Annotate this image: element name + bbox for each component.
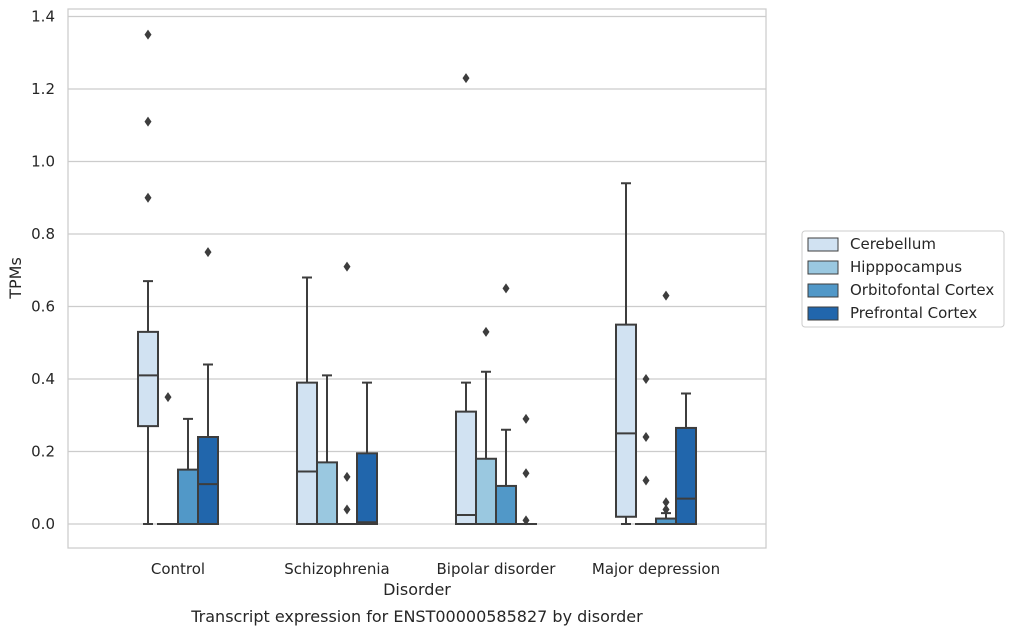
outlier-point <box>522 413 530 424</box>
box-1-3 <box>356 381 378 525</box>
outlier-point <box>662 497 670 508</box>
box-2-3 <box>515 413 537 526</box>
outlier-point <box>482 326 490 337</box>
legend-label: Cerebellum <box>850 235 936 253</box>
legend-label: Prefrontal Cortex <box>850 304 977 322</box>
outlier-point <box>343 261 351 272</box>
outlier-point <box>343 471 351 482</box>
legend-swatch <box>807 260 839 275</box>
legend-label: Hipppocampus <box>850 258 962 276</box>
y-tick-label: 1.2 <box>31 80 55 98</box>
box-body <box>177 468 199 525</box>
legend-label: Orbitofontal Cortex <box>850 281 994 299</box>
outlier-point <box>642 432 650 442</box>
grid-lines <box>68 15 766 525</box>
outlier-point <box>144 192 152 203</box>
outlier-point <box>662 290 670 301</box>
box-1-0 <box>296 276 318 525</box>
outlier-point <box>502 283 510 294</box>
boxes <box>137 29 697 526</box>
y-tick-label: 1.0 <box>31 153 55 171</box>
y-axis-ticks: 0.0 0.2 0.4 0.6 0.8 1.0 1.2 1.4 <box>31 8 55 534</box>
outlier-point <box>144 29 152 40</box>
y-tick-label: 0.0 <box>31 515 55 533</box>
legend-swatch <box>807 283 839 298</box>
legend: Cerebellum Hipppocampus Orbitofontal Corte… <box>801 230 1005 328</box>
box-3-1 <box>635 374 657 526</box>
box-0-3 <box>197 247 219 525</box>
x-tick-label: Control <box>151 560 205 578</box>
plot-frame <box>67 8 767 549</box>
outlier-point <box>522 468 530 479</box>
box-0-1 <box>157 392 179 526</box>
y-tick-label: 0.8 <box>31 225 55 243</box>
box-3-2 <box>655 290 677 525</box>
y-tick-label: 1.4 <box>31 8 55 26</box>
box-body <box>675 426 697 525</box>
box-1-2 <box>336 261 358 526</box>
box-body <box>615 323 637 518</box>
outlier-point <box>642 374 650 384</box>
box-body <box>356 452 378 525</box>
outlier-point <box>343 504 351 515</box>
outlier-point <box>522 515 530 526</box>
x-tick-label: Major depression <box>592 560 720 578</box>
y-tick-label: 0.4 <box>31 370 55 388</box>
box-body <box>197 436 219 525</box>
y-tick-label: 0.2 <box>31 443 55 461</box>
box-2-0 <box>455 73 477 525</box>
outlier-point <box>164 392 172 403</box>
box-0-0 <box>137 29 159 525</box>
x-tick-label: Bipolar disorder <box>437 560 557 578</box>
y-axis-title: TPMs <box>6 257 25 300</box>
outlier-point <box>662 504 670 515</box>
chart-title: Transcript expression for ENST0000058582… <box>190 607 643 626</box>
box-3-3 <box>675 392 697 525</box>
box-body <box>296 381 318 525</box>
outlier-point <box>204 247 212 258</box>
outlier-point <box>642 475 650 486</box>
x-axis-ticks: Control Schizophrenia Bipolar disorder Majo… <box>151 560 720 578</box>
box-3-0 <box>615 182 637 525</box>
box-body <box>455 410 477 525</box>
box-body <box>495 484 517 525</box>
box-1-1 <box>316 374 338 525</box>
box-body <box>137 330 159 428</box>
legend-swatch <box>807 306 839 321</box>
box-2-1 <box>475 326 497 525</box>
box-body <box>316 461 338 525</box>
legend-swatch <box>807 237 839 252</box>
box-0-2 <box>177 417 199 525</box>
outlier-point <box>144 116 152 127</box>
legend-frame <box>801 230 1005 328</box>
x-axis-title: Disorder <box>383 580 451 599</box>
box-2-2 <box>495 283 517 525</box>
y-tick-label: 0.6 <box>31 298 55 316</box>
box-body <box>475 457 497 525</box>
outlier-point <box>462 73 470 84</box>
x-tick-label: Schizophrenia <box>284 560 389 578</box>
